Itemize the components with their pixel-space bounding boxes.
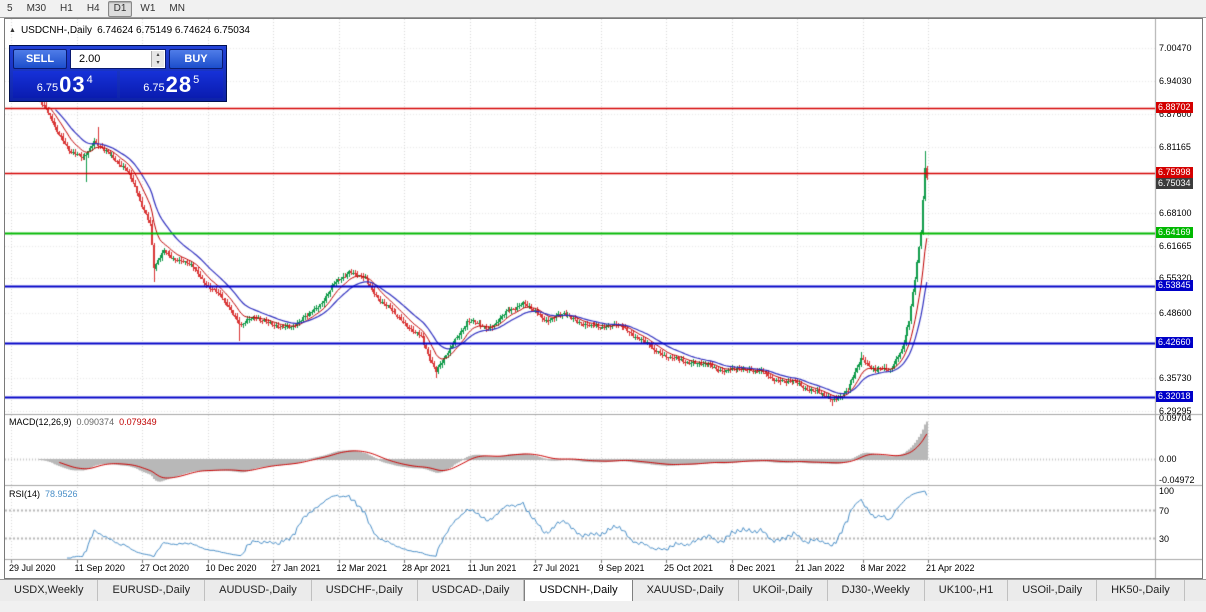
spinner-up-icon[interactable]: ▴ bbox=[152, 51, 164, 59]
rsi-axis-label: 30 bbox=[1159, 534, 1170, 544]
price-axis-label: 6.81165 bbox=[1159, 142, 1191, 152]
sell-price-prefix: 6.75 bbox=[36, 82, 59, 94]
rsi-name: RSI(14) bbox=[9, 489, 41, 499]
sell-button[interactable]: SELL bbox=[13, 49, 67, 69]
status-strip bbox=[0, 601, 1206, 612]
date-axis-label: 8 Mar 2022 bbox=[860, 563, 907, 573]
price-axis-label: 6.87600 bbox=[1159, 109, 1192, 119]
volume-value[interactable]: 2.00 bbox=[79, 53, 101, 65]
buy-price-point: 5 bbox=[193, 74, 200, 86]
date-axis-label: 8 Dec 2021 bbox=[729, 563, 776, 573]
date-axis-label: 10 Dec 2020 bbox=[205, 563, 257, 573]
buy-price[interactable]: 6.75 28 5 bbox=[119, 71, 223, 98]
one-click-trading-panel: SELL 2.00 ▴ ▾ BUY 6.75 03 4 6.75 28 5 bbox=[9, 45, 227, 102]
chart-tab-ukoil-daily[interactable]: UKOil-,Daily bbox=[739, 580, 828, 601]
price-axis-label: 6.35730 bbox=[1159, 373, 1192, 383]
timeframe-toolbar: 5 M30 H1 H4 D1 W1 MN bbox=[0, 0, 1206, 18]
chart-tab-usdx-weekly[interactable]: USDX,Weekly bbox=[0, 580, 99, 601]
chart-tab-hk50-daily[interactable]: HK50-,Daily bbox=[1097, 580, 1185, 601]
price-axis-label: 6.94030 bbox=[1159, 76, 1192, 86]
timeframe-button-h1[interactable]: H1 bbox=[60, 2, 73, 14]
macd-axis-label: 0.09704 bbox=[1159, 413, 1192, 423]
chart-ohlc-header: ▲ USDCNH-,Daily 6.74624 6.75149 6.74624 … bbox=[9, 25, 250, 36]
date-axis-label: 12 Mar 2021 bbox=[336, 563, 388, 573]
level-price-badge: 6.88702 bbox=[1156, 102, 1193, 113]
price-axis-label: 6.29295 bbox=[1159, 406, 1192, 416]
timeframe-button-h4[interactable]: H4 bbox=[86, 2, 100, 14]
rsi-axis-label: 70 bbox=[1159, 506, 1170, 516]
chart-tab-usdcad-daily[interactable]: USDCAD-,Daily bbox=[418, 580, 525, 601]
chart-tab-usoil-daily[interactable]: USOil-,Daily bbox=[1008, 580, 1098, 601]
trade-panel-controls: SELL 2.00 ▴ ▾ BUY bbox=[13, 49, 223, 69]
rsi-indicator-label: RSI(14) 78.9526 bbox=[9, 489, 78, 499]
date-axis-label: 25 Oct 2021 bbox=[664, 563, 714, 573]
sell-price-pips: 03 bbox=[59, 71, 86, 97]
volume-spinner: ▴ ▾ bbox=[151, 51, 164, 67]
chart-tab-audusd-daily[interactable]: AUDUSD-,Daily bbox=[205, 580, 312, 601]
macd-signal-value: 0.079349 bbox=[119, 417, 157, 427]
buy-button[interactable]: BUY bbox=[169, 49, 223, 69]
level-price-badge: 6.53845 bbox=[1156, 280, 1193, 291]
date-axis-label: 27 Jan 2021 bbox=[271, 563, 321, 573]
macd-axis-label: 0.00 bbox=[1159, 454, 1177, 464]
buy-price-pips: 28 bbox=[165, 71, 193, 97]
level-price-badge: 6.42660 bbox=[1156, 337, 1193, 348]
date-axis-label: 21 Apr 2022 bbox=[926, 563, 975, 573]
price-axis-label: 6.61665 bbox=[1159, 241, 1192, 251]
macd-main-value: 0.090374 bbox=[76, 417, 115, 427]
sell-price[interactable]: 6.75 03 4 bbox=[13, 71, 117, 98]
chart-ohlc-values: 6.74624 6.75149 6.74624 6.75034 bbox=[97, 25, 250, 36]
current-price-marker: 6.75034 bbox=[1156, 178, 1193, 189]
price-axis-label: 6.68100 bbox=[1159, 208, 1192, 218]
timeframe-button-mn[interactable]: MN bbox=[169, 2, 185, 14]
trade-panel-prices: 6.75 03 4 6.75 28 5 bbox=[13, 71, 223, 98]
sell-price-point: 4 bbox=[86, 74, 93, 86]
price-axis-label: 7.00470 bbox=[1159, 43, 1192, 53]
date-axis-label: 28 Apr 2021 bbox=[402, 563, 451, 573]
macd-name: MACD(12,26,9) bbox=[9, 417, 72, 427]
price-axis-label: 6.55320 bbox=[1159, 273, 1192, 283]
timeframe-button-w1[interactable]: W1 bbox=[140, 2, 156, 14]
price-chart-canvas[interactable] bbox=[5, 19, 1202, 578]
timeframe-button-5[interactable]: 5 bbox=[7, 2, 13, 14]
date-axis-label: 21 Jan 2022 bbox=[795, 563, 845, 573]
date-axis-label: 11 Sep 2020 bbox=[74, 563, 125, 573]
chart-symbol-label: USDCNH-,Daily bbox=[20, 25, 93, 36]
macd-axis-label: -0.04972 bbox=[1159, 475, 1195, 485]
rsi-axis-label: 100 bbox=[1159, 486, 1175, 496]
chart-tabs-bar: USDX,Weekly EURUSD-,Daily AUDUSD-,Daily USD… bbox=[0, 579, 1206, 601]
date-axis-label: 29 Jul 2020 bbox=[9, 563, 56, 573]
date-axis-label: 9 Sep 2021 bbox=[598, 563, 645, 573]
timeframe-button-m30[interactable]: M30 bbox=[26, 2, 47, 14]
level-price-badge: 6.64169 bbox=[1156, 227, 1193, 238]
chart-tab-usdchf-daily[interactable]: USDCHF-,Daily bbox=[312, 580, 418, 601]
date-axis-label: 11 Jun 2021 bbox=[467, 563, 517, 573]
date-axis-label: 27 Jul 2021 bbox=[533, 563, 580, 573]
chart-tab-eurusd-daily[interactable]: EURUSD-,Daily bbox=[98, 580, 206, 601]
chart-window: ▲ USDCNH-,Daily 6.74624 6.75149 6.74624 … bbox=[4, 18, 1203, 579]
rsi-value: 78.9526 bbox=[45, 489, 78, 499]
chart-tab-dj30-weekly[interactable]: DJ30-,Weekly bbox=[828, 580, 925, 601]
macd-indicator-label: MACD(12,26,9) 0.090374 0.079349 bbox=[9, 417, 157, 427]
buy-price-prefix: 6.75 bbox=[143, 82, 165, 94]
date-axis-label: 27 Oct 2020 bbox=[140, 563, 190, 573]
chart-tab-xauusd-daily[interactable]: XAUUSD-,Daily bbox=[633, 580, 739, 601]
chart-tab-uk100-h1[interactable]: UK100-,H1 bbox=[925, 580, 1009, 601]
spinner-down-icon[interactable]: ▾ bbox=[152, 59, 164, 67]
level-price-badge: 6.32018 bbox=[1156, 391, 1193, 402]
volume-input[interactable]: 2.00 ▴ ▾ bbox=[70, 49, 166, 69]
timeframe-button-d1[interactable]: D1 bbox=[107, 0, 133, 17]
price-axis-label: 6.48600 bbox=[1159, 308, 1192, 318]
level-price-badge: 6.75998 bbox=[1156, 167, 1193, 178]
chart-tab-usdcnh-daily[interactable]: USDCNH-,Daily bbox=[524, 580, 633, 601]
collapse-panel-icon[interactable]: ▲ bbox=[9, 27, 16, 34]
